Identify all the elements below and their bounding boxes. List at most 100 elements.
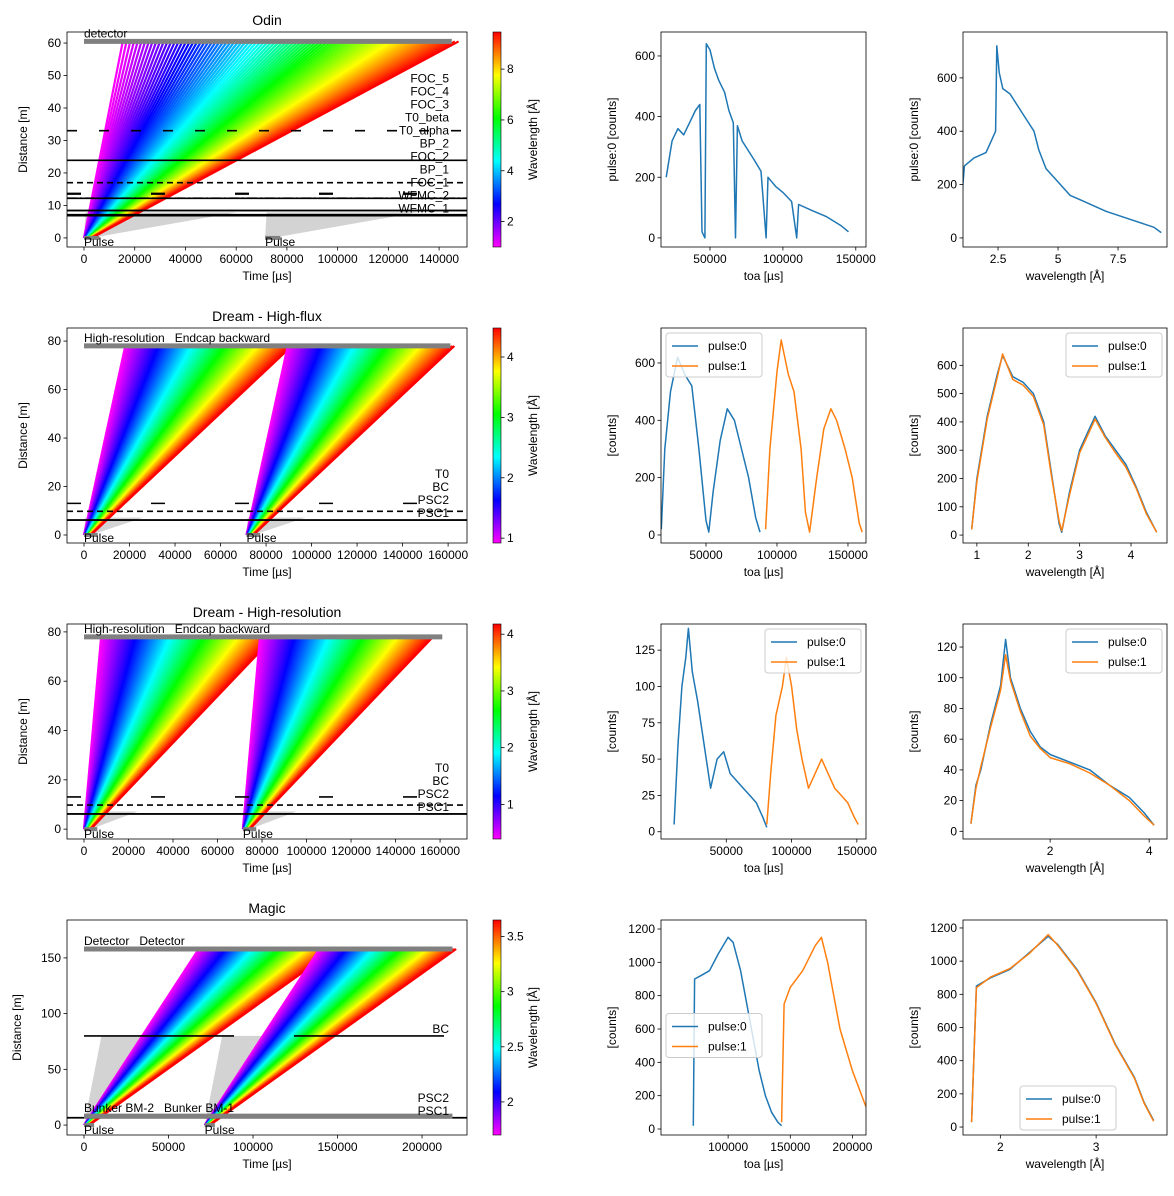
- x-tick-label: 100000: [772, 844, 812, 858]
- chopper-label: PSC1: [418, 506, 450, 520]
- y-tick-label: 1200: [930, 921, 957, 935]
- y-tick-label: 20: [944, 794, 958, 808]
- y-axis-label: [counts]: [605, 1006, 619, 1048]
- x-tick-label: 160000: [428, 548, 468, 562]
- x-tick-label: 150000: [828, 548, 868, 562]
- x-tick-label: 40000: [169, 252, 203, 266]
- y-tick-label: 75: [642, 716, 656, 730]
- legend: pulse:0 pulse:1: [665, 332, 763, 378]
- x-tick-label: 0: [81, 1140, 88, 1154]
- y-tick-label: 600: [635, 356, 655, 370]
- y-tick-label: 0: [648, 1122, 655, 1136]
- x-tick-label: 3: [1093, 1140, 1100, 1154]
- pulse-label: Pulse: [84, 235, 114, 249]
- series-line: [665, 43, 849, 239]
- pulse-label: Pulse: [265, 235, 295, 249]
- pulse-label: Pulse: [84, 827, 114, 841]
- x-tick-label: 80000: [245, 844, 279, 858]
- y-tick-label: 200: [635, 471, 655, 485]
- axes-frame: [66, 327, 468, 544]
- y-axis-label: [counts]: [907, 1006, 921, 1048]
- x-tick-label: 20000: [112, 844, 146, 858]
- y-tick-label: 200: [937, 472, 957, 486]
- chart-title: Odin: [252, 12, 282, 28]
- x-tick-label: 7.5: [1110, 252, 1127, 266]
- y-tick-label: 0: [54, 528, 61, 542]
- legend-label: pulse:1: [1108, 359, 1147, 373]
- pulse-label: Pulse: [243, 827, 273, 841]
- y-axis-label: Distance [m]: [16, 698, 30, 765]
- y-tick-label: 0: [950, 528, 957, 542]
- colorbar-tick-label: 2: [507, 741, 514, 755]
- x-tick-label: 100000: [292, 548, 332, 562]
- legend-label: pulse:1: [708, 1040, 747, 1054]
- chopper-label: FOC_5: [410, 72, 449, 86]
- x-tick-label: 2.5: [990, 252, 1007, 266]
- y-tick-label: 40: [48, 724, 62, 738]
- y-tick-label: 100: [937, 671, 957, 685]
- y-tick-label: 0: [950, 231, 957, 245]
- x-tick-label: 140000: [376, 844, 416, 858]
- detector-label: High-resolution: [84, 331, 165, 345]
- plot-area: [692, 936, 866, 1127]
- series-line: [970, 653, 1155, 826]
- y-tick-label: 10: [48, 198, 62, 212]
- legend: pulse:0 pulse:1: [665, 1013, 763, 1058]
- detector-label: Endcap backward: [175, 331, 270, 345]
- legend-label: pulse:0: [708, 1020, 747, 1034]
- y-tick-label: 0: [54, 822, 61, 836]
- axes-frame: [660, 327, 867, 544]
- subplot-4: 50000 100000 150000 0 200 400 600 toa [µs] [coun…: [605, 327, 868, 579]
- colorbar-label: Wavelength [Å]: [525, 987, 540, 1068]
- y-tick-label: 60: [48, 383, 62, 397]
- legend: pulse:0 pulse:1: [1065, 332, 1163, 378]
- x-tick-label: 80000: [249, 548, 283, 562]
- colorbar-tick-label: 4: [507, 627, 514, 641]
- colorbar-tick-label: 2.5: [507, 1040, 524, 1054]
- x-tick-label: 2: [1047, 844, 1054, 858]
- y-tick-label: 60: [48, 674, 62, 688]
- x-tick-label: 50000: [689, 548, 723, 562]
- axes-frame: [66, 919, 468, 1136]
- y-tick-label: 0: [54, 231, 61, 245]
- y-tick-label: 80: [48, 334, 62, 348]
- pulse-label: Pulse: [246, 531, 276, 545]
- axes-frame: [66, 623, 468, 840]
- y-tick-label: 600: [937, 71, 957, 85]
- subplot-7: 50000 100000 150000 0 25 50 75 100 125 toa [µs] [c…: [605, 623, 877, 875]
- axes-frame: [962, 623, 1168, 840]
- subplot-2: 2.5 5 7.5 0 200 400 600 wavelength [Å] pulse:0 […: [907, 31, 1168, 283]
- plot-area: [970, 933, 1155, 1123]
- plot-area: [673, 627, 859, 828]
- y-tick-label: 400: [937, 1054, 957, 1068]
- y-tick-label: 400: [937, 415, 957, 429]
- colorbar-tick-label: 3: [507, 985, 514, 999]
- x-tick-label: 0: [81, 252, 88, 266]
- y-tick-label: 200: [937, 1087, 957, 1101]
- y-tick-label: 1200: [628, 922, 655, 936]
- x-axis-label: Time [µs]: [242, 565, 291, 579]
- x-tick-label: 80000: [270, 252, 304, 266]
- colorbar: 2 4 6 8 Wavelength [Å]: [492, 31, 540, 248]
- x-tick-label: 20000: [113, 548, 147, 562]
- x-axis-label: wavelength [Å]: [1025, 1156, 1105, 1171]
- y-tick-label: 150: [41, 951, 61, 965]
- y-axis-label: [counts]: [605, 710, 619, 752]
- y-tick-label: 0: [950, 1120, 957, 1134]
- y-tick-label: 600: [937, 358, 957, 372]
- y-tick-label: 200: [937, 178, 957, 192]
- y-tick-label: 500: [937, 387, 957, 401]
- y-tick-label: 20: [48, 480, 62, 494]
- y-tick-label: 600: [937, 1021, 957, 1035]
- neutron-path-line: [209, 948, 457, 1126]
- x-tick-label: 2: [997, 1140, 1004, 1154]
- legend-label: pulse:0: [807, 635, 846, 649]
- axes-frame: [660, 623, 867, 840]
- y-tick-label: 20: [48, 773, 62, 787]
- chopper-label: PSC1: [418, 800, 450, 814]
- colorbar-tick-label: 2: [507, 471, 514, 485]
- series-line: [780, 936, 866, 1123]
